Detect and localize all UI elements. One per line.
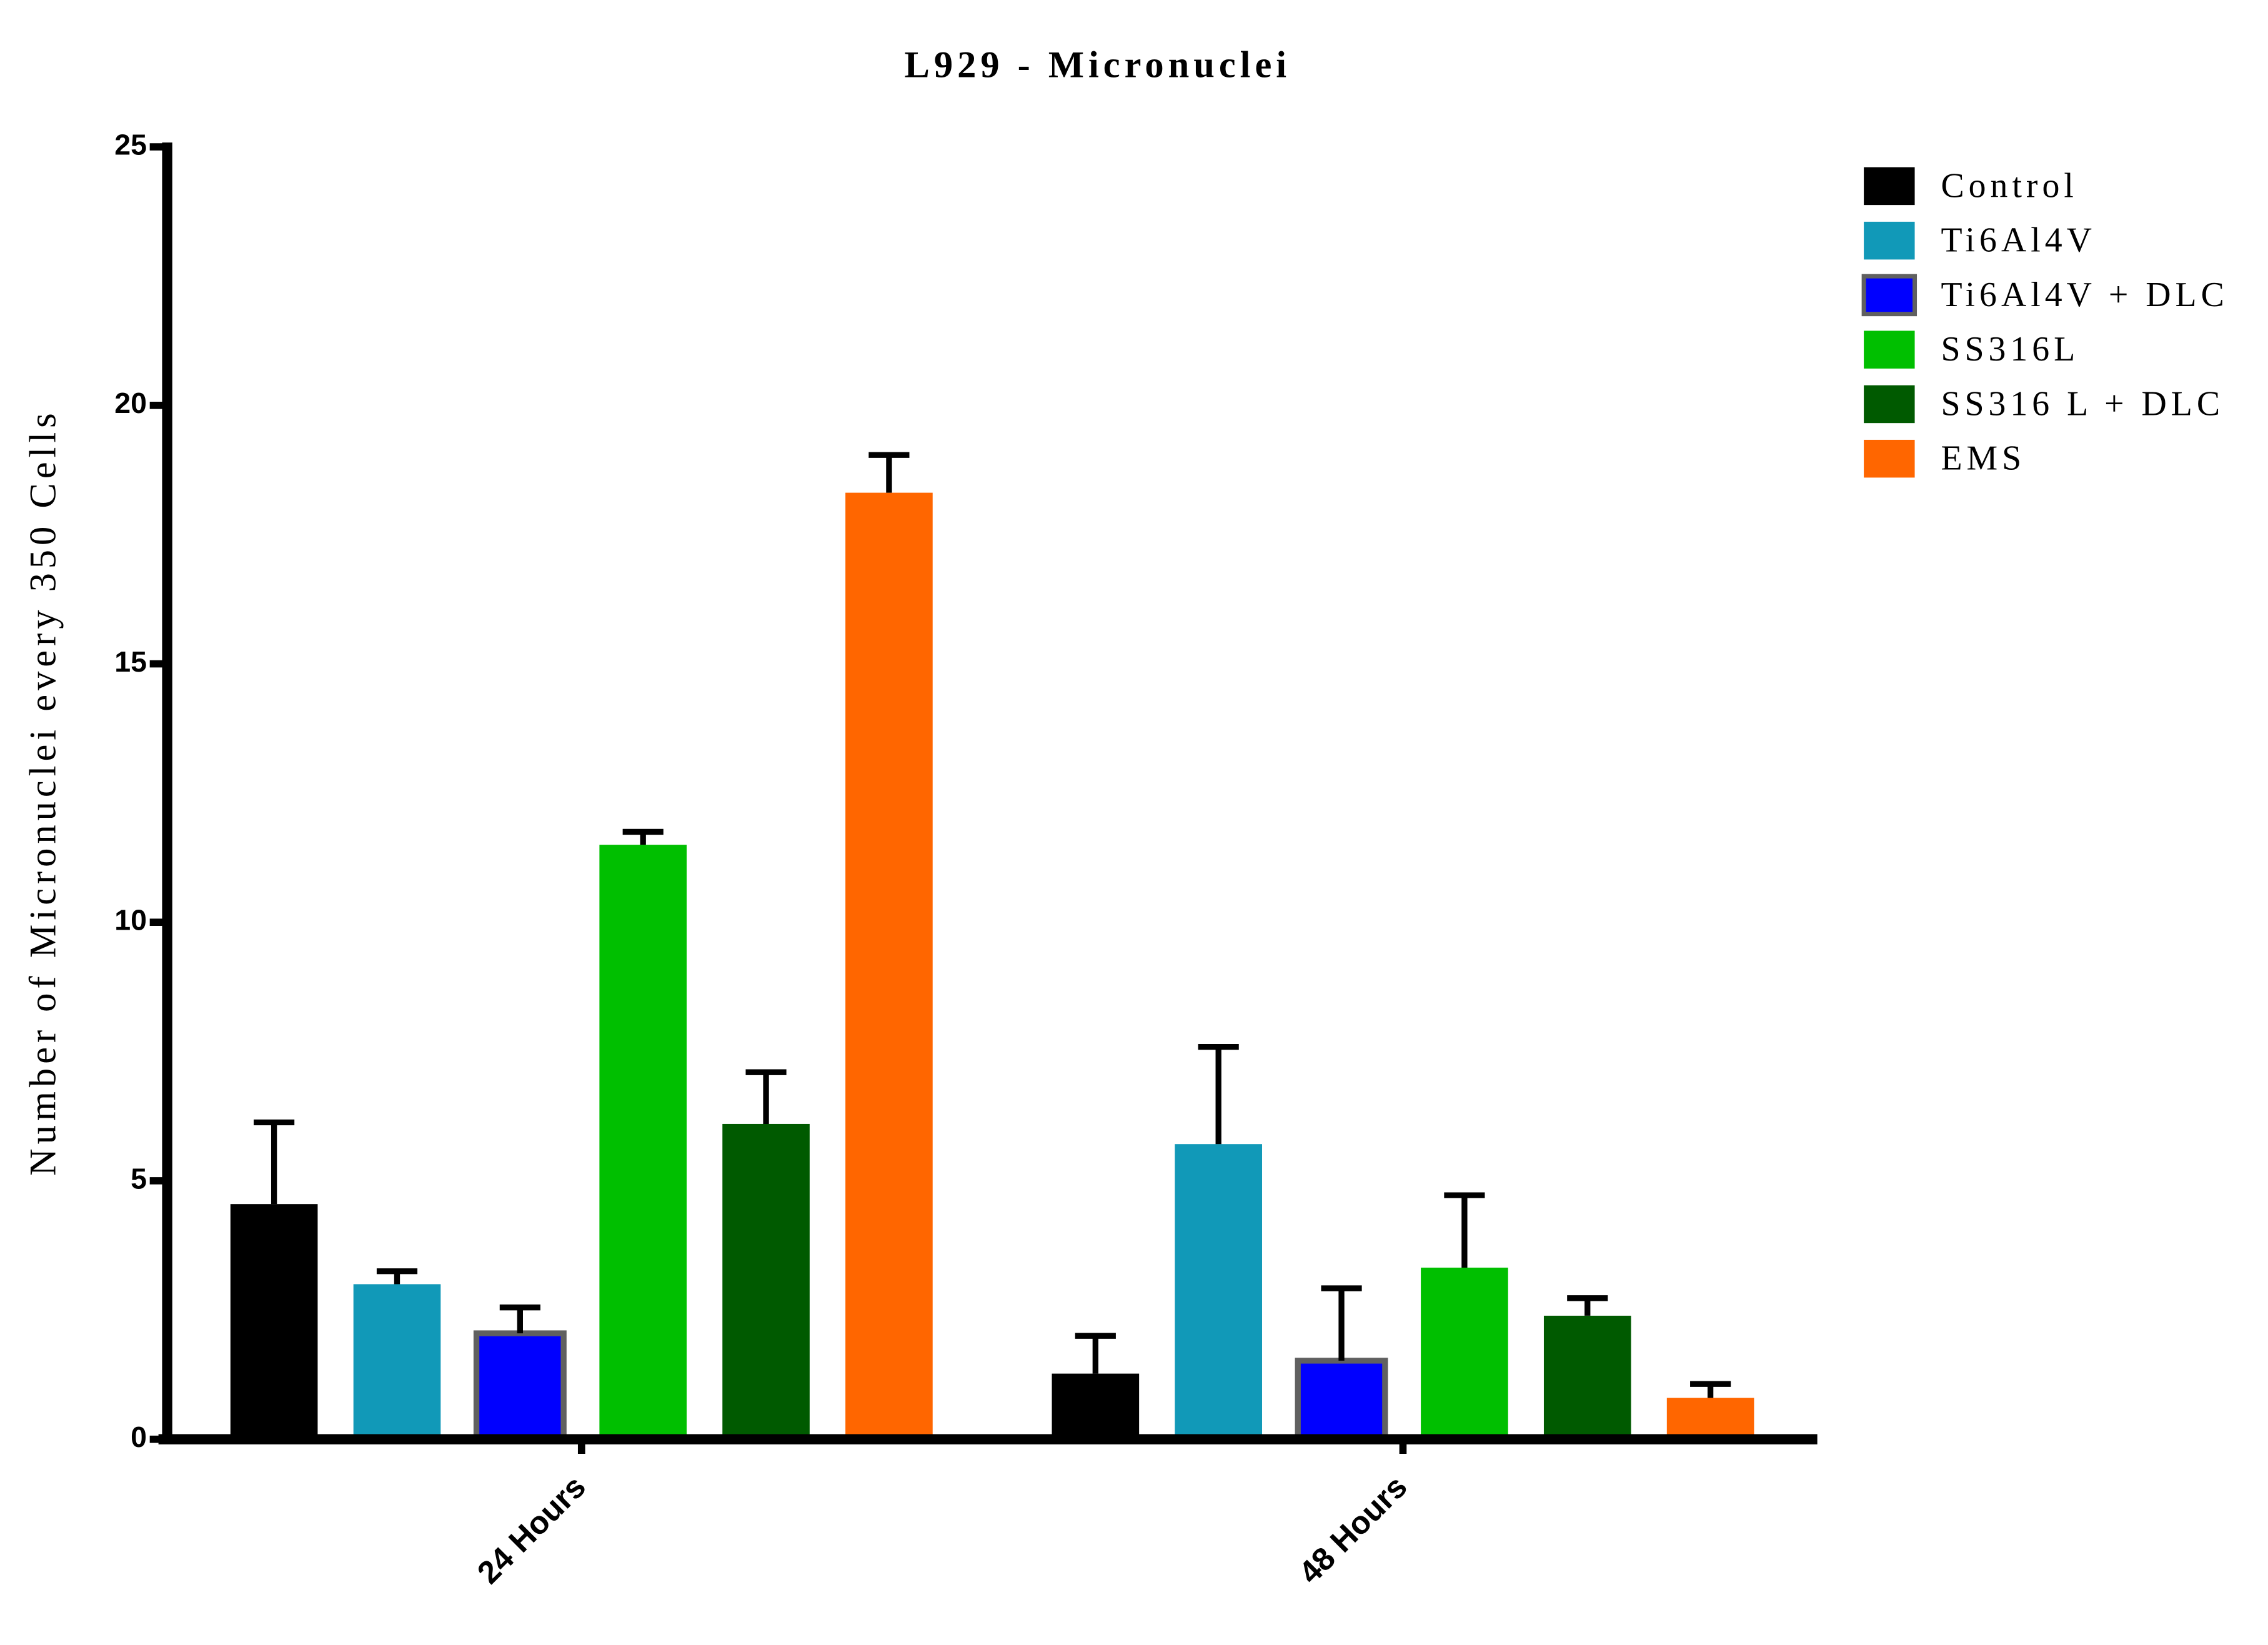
legend-label: SS316L xyxy=(1941,330,2079,369)
bar xyxy=(473,1330,567,1443)
legend-label: Control xyxy=(1941,166,2077,205)
legend-label: Ti6Al4V xyxy=(1941,221,2096,260)
legend-label: Ti6Al4V + DLC xyxy=(1941,276,2228,314)
bar xyxy=(230,1204,318,1439)
y-tick-label: 15 xyxy=(114,645,147,678)
bar xyxy=(353,1284,441,1439)
legend-label: SS316 L + DLC xyxy=(1941,384,2224,423)
bar xyxy=(1421,1267,1508,1439)
bar xyxy=(1295,1358,1388,1443)
y-axis-label: Number of Micronuclei every 350 Cells xyxy=(22,409,64,1176)
bar xyxy=(722,1123,810,1439)
legend-swatch xyxy=(1864,167,1915,206)
y-tick-label: 25 xyxy=(114,128,147,161)
y-tick-label: 5 xyxy=(131,1162,147,1195)
legend-label: EMS xyxy=(1941,439,2026,478)
bar xyxy=(845,492,933,1439)
bar xyxy=(1175,1144,1263,1439)
bar xyxy=(599,845,687,1439)
x-tick-label: 48 Hours xyxy=(1292,1469,1414,1591)
y-tick-label: 10 xyxy=(114,904,147,937)
y-tick-label: 20 xyxy=(114,387,147,419)
legend-swatch xyxy=(1864,221,1915,260)
legend-swatch xyxy=(1864,439,1915,478)
legend-swatch xyxy=(1861,274,1917,317)
bar xyxy=(1666,1398,1754,1439)
bar xyxy=(1543,1315,1631,1439)
legend-swatch xyxy=(1864,385,1915,424)
bar xyxy=(1052,1373,1140,1439)
y-tick-label: 0 xyxy=(131,1421,147,1453)
chart-title: L929 - Micronuclei xyxy=(905,44,1291,86)
legend-swatch xyxy=(1864,330,1915,369)
x-tick-label: 24 Hours xyxy=(470,1469,592,1591)
